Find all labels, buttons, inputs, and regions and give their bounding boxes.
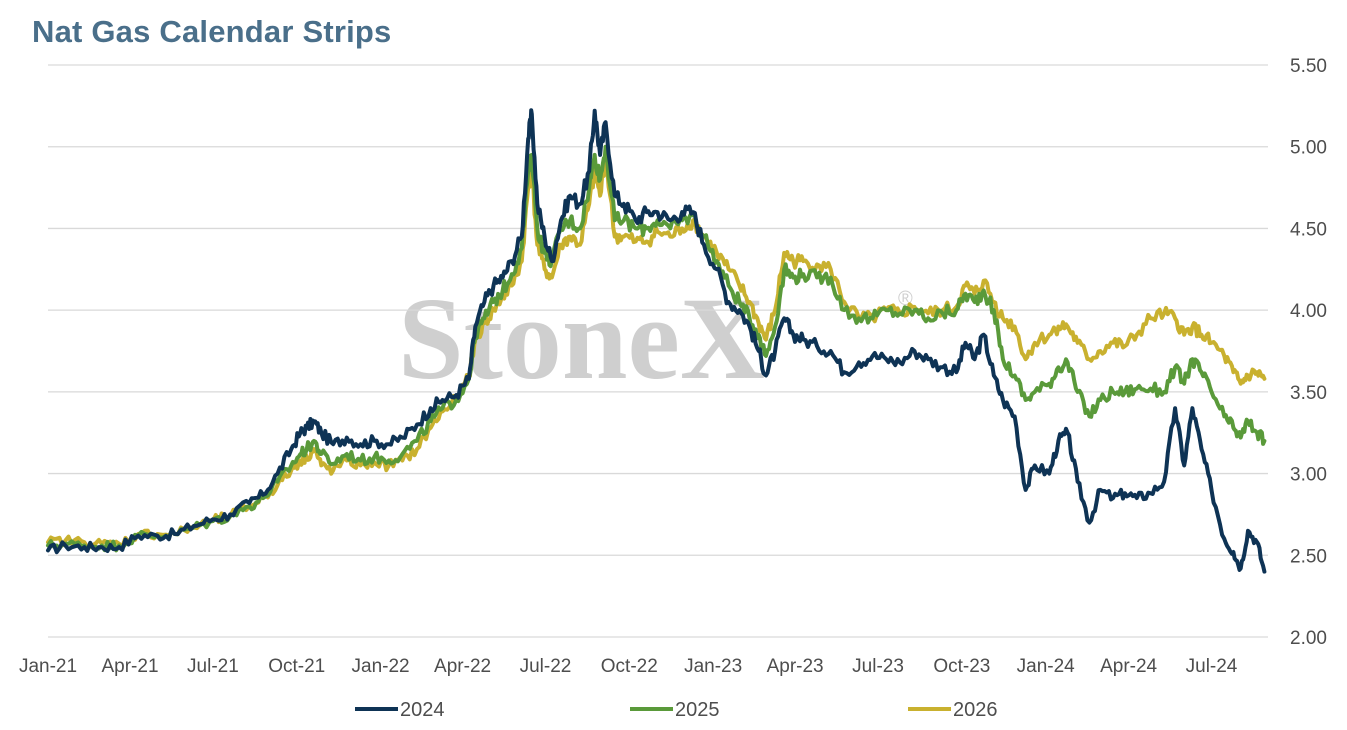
- x-tick-label: Jul-21: [187, 656, 239, 677]
- x-tick-label: Apr-24: [1100, 656, 1157, 677]
- y-tick-label: 5.00: [1290, 138, 1327, 159]
- series-line-2026: [46, 152, 1267, 550]
- legend-item-2025: 2025: [630, 699, 720, 721]
- x-axis-ticks: Jan-21 Apr-21 Jul-21 Oct-21 Jan-22 Apr-22 Jul-…: [19, 656, 1238, 677]
- x-tick-label: Jul-24: [1186, 656, 1238, 677]
- legend-item-2024: 2024: [355, 699, 445, 721]
- legend-label: 2024: [400, 699, 445, 721]
- x-tick-label: Jan-24: [1017, 656, 1076, 677]
- series-line-2025: [46, 144, 1267, 553]
- x-tick-label: Apr-23: [767, 656, 824, 677]
- y-tick-label: 4.00: [1290, 301, 1327, 322]
- y-tick-label: 5.50: [1290, 56, 1327, 77]
- x-tick-label: Jul-23: [852, 656, 904, 677]
- y-axis-ticks: 5.50 5.00 4.50 4.00 3.50 3.00 2.50 2.00: [1290, 56, 1327, 649]
- x-tick-label: Apr-21: [101, 656, 158, 677]
- y-tick-label: 4.50: [1290, 219, 1327, 240]
- legend: 2024 2025 2026: [355, 699, 998, 721]
- series-lines: [46, 108, 1267, 574]
- legend-label: 2025: [675, 699, 720, 721]
- legend-label: 2026: [953, 699, 998, 721]
- x-tick-label: Oct-23: [933, 656, 990, 677]
- x-tick-label: Jan-23: [684, 656, 742, 677]
- watermark: StoneX ®: [398, 273, 913, 404]
- series-line-2024: [46, 108, 1267, 574]
- y-tick-label: 3.50: [1290, 383, 1327, 404]
- x-tick-label: Apr-22: [434, 656, 491, 677]
- y-tick-label: 2.50: [1290, 546, 1327, 567]
- x-tick-label: Oct-22: [601, 656, 658, 677]
- watermark-text: StoneX: [398, 273, 765, 404]
- x-tick-label: Jul-22: [520, 656, 572, 677]
- y-tick-label: 2.00: [1290, 628, 1327, 649]
- x-tick-label: Jan-21: [19, 656, 77, 677]
- x-tick-label: Oct-21: [268, 656, 325, 677]
- chart-title: Nat Gas Calendar Strips: [32, 14, 392, 49]
- legend-item-2026: 2026: [908, 699, 998, 721]
- y-tick-label: 3.00: [1290, 465, 1327, 486]
- x-tick-label: Jan-22: [352, 656, 410, 677]
